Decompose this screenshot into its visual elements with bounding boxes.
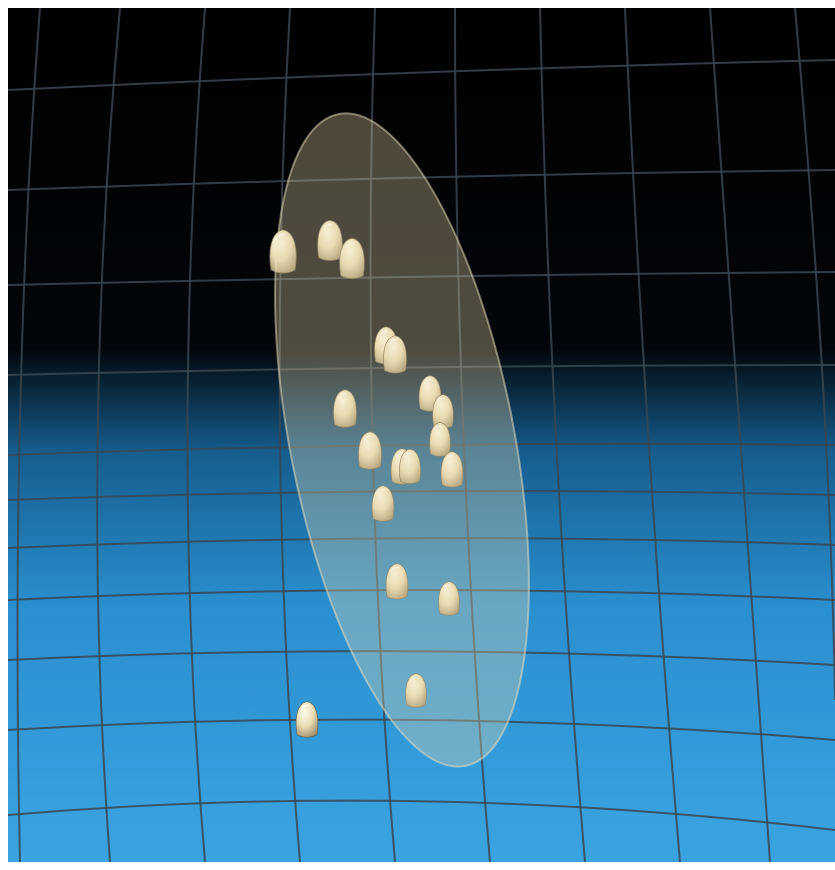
grid [7, 7, 835, 863]
tooth [295, 700, 319, 739]
ellipsoid [274, 112, 530, 768]
